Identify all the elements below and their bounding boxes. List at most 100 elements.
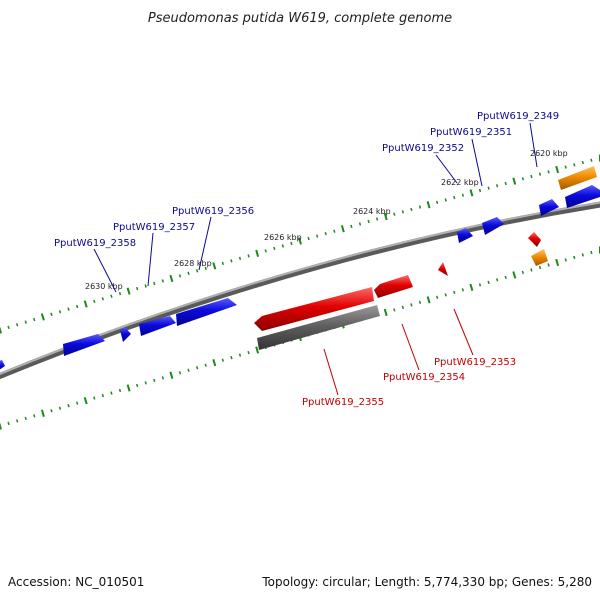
- tick-mark: [247, 254, 250, 258]
- tick-mark: [573, 163, 576, 167]
- tick-mark: [50, 409, 53, 413]
- tick-mark: [547, 170, 550, 174]
- tick-mark: [487, 280, 490, 284]
- gene-arrow-pputw619-2351[interactable]: [482, 217, 504, 235]
- gene-arrow-pputw619-2354[interactable]: [374, 275, 413, 298]
- gene-arrow-pputw619-2353[interactable]: [438, 262, 448, 276]
- orange-feature[interactable]: [558, 166, 597, 190]
- tick-mark: [195, 366, 199, 370]
- tick-mark: [367, 219, 370, 224]
- tick-mark: [169, 371, 174, 379]
- gene-arrow-pputw619-2356[interactable]: [176, 298, 237, 326]
- reverse-genes: [254, 232, 541, 331]
- tick-mark: [50, 312, 53, 317]
- gene-arrow-pputw619-2355[interactable]: [254, 287, 374, 331]
- tick-mark: [135, 286, 139, 291]
- leader-line-2357: [147, 232, 154, 287]
- tick-mark: [461, 193, 465, 197]
- tick-mark: [126, 287, 131, 295]
- leader-line-2358: [93, 248, 117, 293]
- tick-mark: [350, 224, 353, 228]
- tick-mark: [281, 244, 285, 248]
- gene-arrow[interactable]: [528, 232, 541, 247]
- tick-mark: [401, 210, 405, 214]
- tick-mark: [573, 255, 576, 260]
- gene-labels: PputW619_2349 PputW619_2351 PputW619_235…: [54, 111, 559, 408]
- tick-mark: [461, 288, 465, 292]
- gene-arrow-pputw619-2357[interactable]: [139, 316, 176, 336]
- gene-arrow[interactable]: [565, 185, 600, 208]
- tick-mark: [75, 401, 79, 405]
- leader-line-2352: [435, 154, 458, 184]
- orange-feature[interactable]: [531, 249, 548, 266]
- tick-mark: [581, 160, 584, 165]
- tick-mark: [383, 213, 388, 221]
- tick-mark: [83, 397, 88, 405]
- tick-mark: [590, 250, 593, 255]
- tick-ring-outer: [0, 154, 600, 334]
- tick-mark: [178, 274, 182, 278]
- gene-label-pputw619-2355[interactable]: PputW619_2355: [302, 397, 384, 408]
- tick-mark: [504, 275, 507, 280]
- tick-mark: [487, 186, 490, 190]
- gene-label-pputw619-2356[interactable]: PputW619_2356: [172, 206, 254, 217]
- tick-mark: [67, 403, 70, 408]
- gene-arrow-pputw619-2349[interactable]: [539, 199, 559, 216]
- gene-arrow[interactable]: [0, 360, 5, 372]
- tick-mark: [547, 263, 550, 267]
- tick-mark: [504, 181, 507, 186]
- tick-mark: [93, 396, 96, 400]
- tick-mark: [187, 368, 190, 372]
- tick-mark: [255, 249, 260, 257]
- map-title: Pseudomonas putida W619, complete genome: [148, 11, 452, 26]
- tick-mark: [187, 271, 190, 276]
- gene-arrow-pputw619-2358[interactable]: [63, 334, 105, 356]
- tick-mark: [478, 188, 482, 193]
- tick-mark: [538, 172, 542, 176]
- tick-mark: [435, 200, 439, 204]
- tick-mark: [7, 421, 10, 426]
- tick-mark: [161, 376, 165, 380]
- tick-mark: [40, 313, 45, 321]
- tick-mark: [0, 422, 2, 430]
- tick-mark: [7, 325, 10, 330]
- other-features: [257, 166, 597, 350]
- tick-mark: [340, 225, 345, 233]
- tick-mark: [410, 303, 413, 307]
- tick-mark: [444, 198, 447, 202]
- tick-mark: [238, 256, 242, 260]
- tick-mark: [195, 269, 199, 273]
- tick-mark: [530, 174, 533, 179]
- tick-mark: [58, 406, 62, 410]
- tick-mark: [24, 416, 27, 420]
- tick-mark: [58, 310, 62, 314]
- gene-label-pputw619-2352[interactable]: PputW619_2352: [382, 143, 464, 154]
- tick-mark: [538, 265, 542, 270]
- topology-label: Topology: circular; Length: 5,774,330 bp…: [261, 575, 592, 589]
- gene-label-pputw619-2353[interactable]: PputW619_2353: [434, 357, 516, 368]
- tick-mark: [564, 165, 567, 169]
- tick-mark: [418, 300, 422, 304]
- tick-mark: [126, 384, 131, 392]
- leader-line-2355: [323, 348, 339, 396]
- kbp-label-2620: 2620 kbp: [530, 149, 568, 158]
- tick-mark: [401, 305, 405, 310]
- tick-mark: [161, 279, 165, 283]
- gene-label-pputw619-2358[interactable]: PputW619_2358: [54, 238, 136, 249]
- leader-line-2351: [471, 138, 483, 187]
- gene-label-pputw619-2354[interactable]: PputW619_2354: [383, 372, 465, 383]
- gene-arrow[interactable]: [120, 327, 131, 342]
- tick-mark: [418, 205, 422, 209]
- tick-mark: [204, 266, 207, 270]
- gene-label-pputw619-2357[interactable]: PputW619_2357: [113, 222, 195, 233]
- tick-mark: [110, 294, 113, 298]
- gene-arrow-pputw619-2352[interactable]: [457, 228, 473, 243]
- tick-mark: [375, 217, 379, 221]
- gene-label-pputw619-2351[interactable]: PputW619_2351: [430, 127, 512, 138]
- tick-mark: [221, 358, 225, 362]
- gray-feature[interactable]: [257, 305, 380, 350]
- tick-mark: [255, 346, 260, 354]
- tick-mark: [264, 249, 267, 253]
- gene-label-pputw619-2349[interactable]: PputW619_2349: [477, 111, 559, 122]
